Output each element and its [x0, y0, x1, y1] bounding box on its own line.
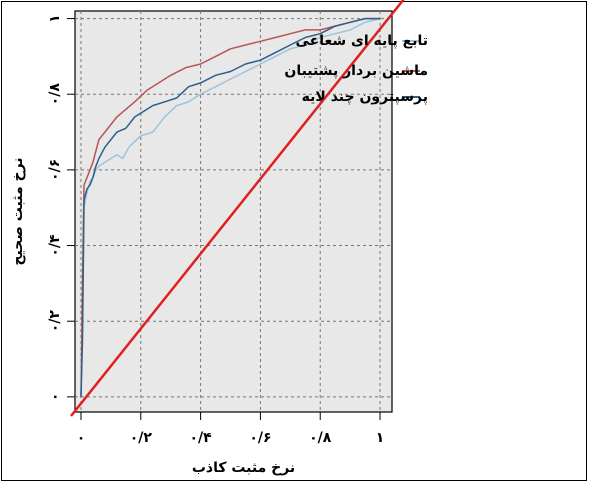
legend: تابع پایه ای شعاعی ماشین بردار پشتیبان پرس…	[284, 33, 428, 105]
y-tick-label-2: ۰/۴	[47, 234, 63, 257]
x-tick-label-1: ۰/۲	[130, 430, 153, 446]
x-axis-title: نرخ مثبت کاذب	[192, 460, 295, 476]
series-line-1	[80, 17, 380, 397]
y-axis-title: نرخ مثبت صحیح	[10, 157, 26, 265]
x-tick-label-0: ۰	[77, 430, 86, 446]
diagonal-reference-line	[70, 0, 405, 417]
legend-label-2: پرسپترون چند لایه	[302, 89, 428, 105]
y-tick-label-4: ۰/۸	[47, 83, 63, 106]
legend-label-0: تابع پایه ای شعاعی	[295, 33, 428, 49]
y-tick-label-0: ۰	[47, 393, 63, 402]
y-axis: ۰ ۰/۲ ۰/۴ ۰/۶ ۰/۸ ۱	[47, 14, 75, 401]
x-tick-label-3: ۰/۶	[249, 430, 271, 446]
legend-label-1: ماشین بردار پشتیبان	[284, 63, 428, 79]
x-tick-label-4: ۰/۸	[309, 430, 332, 446]
series-line-2	[80, 17, 380, 397]
x-tick-label-2: ۰/۴	[190, 430, 213, 446]
y-tick-label-1: ۰/۲	[47, 310, 63, 333]
y-tick-label-5: ۱	[47, 14, 63, 23]
series-lines	[80, 17, 381, 397]
x-axis: ۰ ۰/۲ ۰/۴ ۰/۶ ۰/۸ ۱	[77, 412, 385, 446]
y-tick-label-3: ۰/۶	[47, 159, 63, 181]
x-tick-label-5: ۱	[376, 430, 385, 446]
reference-diagonal	[70, 0, 405, 417]
grid-lines	[75, 11, 392, 412]
